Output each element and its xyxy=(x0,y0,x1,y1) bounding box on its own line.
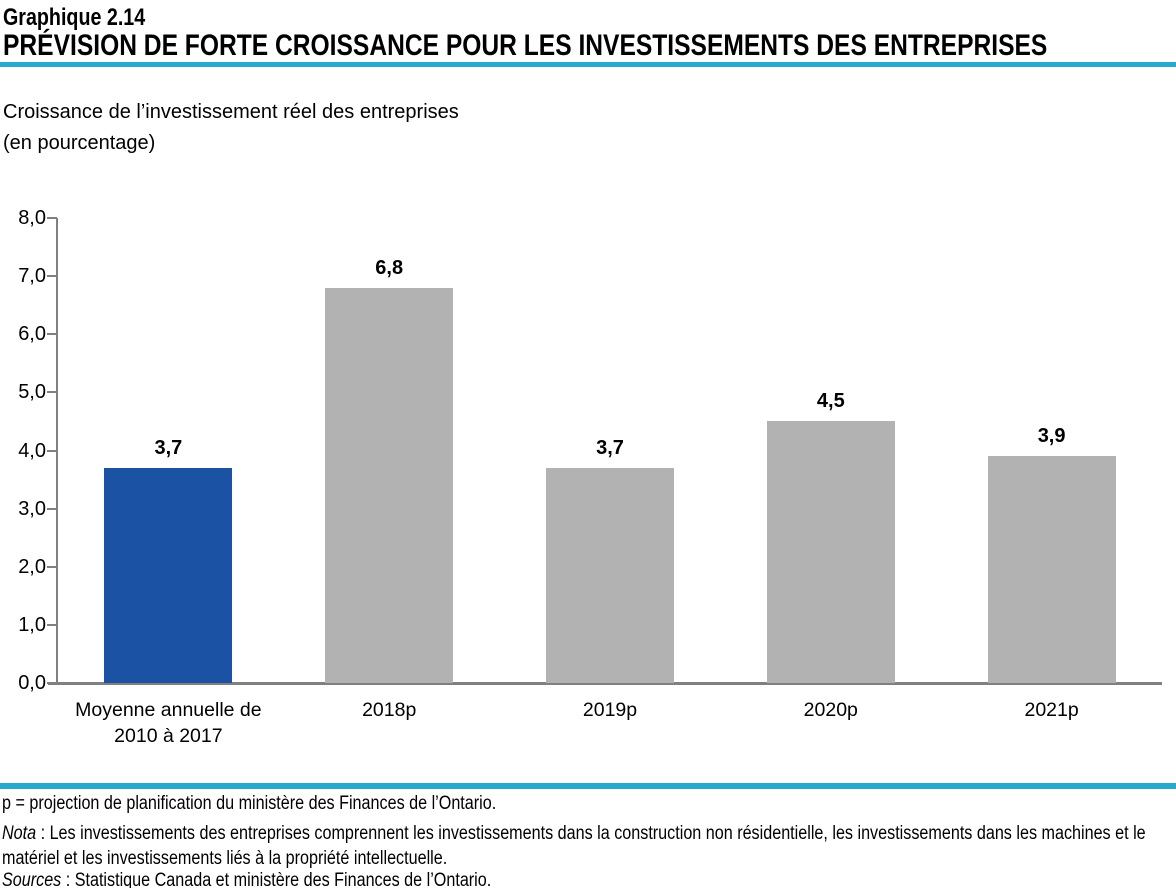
y-axis-tick xyxy=(47,333,57,336)
chart-bar xyxy=(104,468,233,683)
y-axis-tick-label: 4,0 xyxy=(18,439,46,462)
y-axis-line xyxy=(56,218,58,683)
y-axis-tick-label: 5,0 xyxy=(18,381,46,404)
y-axis-tick xyxy=(47,449,57,452)
figure-title: PRÉVISION DE FORTE CROISSANCE POUR LES I… xyxy=(3,30,1176,62)
y-axis-tick xyxy=(47,682,57,684)
y-axis-tick xyxy=(47,391,57,394)
footer-divider-rule xyxy=(0,783,1176,789)
x-axis-category-label: Moyenne annuelle de 2010 à 2017 xyxy=(75,699,262,747)
y-axis-tick-label: 7,0 xyxy=(18,265,46,288)
chart-bar xyxy=(546,468,674,683)
y-axis-tick-label: 1,0 xyxy=(18,613,46,636)
footnote-sources-label: Sources xyxy=(2,870,62,888)
y-axis-tick xyxy=(47,217,57,219)
y-axis-tick xyxy=(47,507,57,510)
bar-value-label: 3,9 xyxy=(1037,425,1066,447)
y-axis-tick xyxy=(47,623,57,626)
bar-value-label: 4,5 xyxy=(816,390,845,412)
footnote-sources-text: : Statistique Canada et ministère des Fi… xyxy=(61,870,492,888)
x-axis-category-label: 2021p xyxy=(1024,699,1079,721)
bar-value-label: 3,7 xyxy=(154,437,183,459)
y-axis-tick-label: 0,0 xyxy=(18,672,46,694)
chart-subtitle-line2: (en pourcentage) xyxy=(3,132,156,154)
chart-plot: 8,0 7,0 6,0 5,0 4,0 3,0 2,0 1,0 0,0 3,7 Moyenne an… xyxy=(0,190,1176,775)
y-axis-tick-label: 2,0 xyxy=(18,555,46,578)
footnote-sources: Sources : Statistique Canada et ministèr… xyxy=(2,868,1176,888)
figure-title-text: PRÉVISION DE FORTE CROISSANCE POUR LES I… xyxy=(3,29,1048,62)
footnote-nota-label: Nota xyxy=(2,823,37,844)
y-axis-tick-label: 8,0 xyxy=(18,207,46,229)
chart-bar xyxy=(325,288,454,683)
y-axis-tick xyxy=(47,275,57,278)
y-axis-tick-label: 3,0 xyxy=(18,497,46,520)
title-divider-rule xyxy=(0,62,1176,67)
y-axis-tick xyxy=(47,565,57,568)
x-axis-category-label: 2020p xyxy=(803,699,858,721)
footnote-nota-text: : Les investissements des entreprises co… xyxy=(2,823,1146,869)
chart-subtitle-line1: Croissance de l’investissement réel des … xyxy=(3,101,459,123)
x-axis-category-label: 2018p xyxy=(362,699,417,721)
bar-value-label: 3,7 xyxy=(596,437,624,459)
footnote-projection: p = projection de planification du minis… xyxy=(2,793,497,814)
x-axis-line xyxy=(48,682,1162,685)
figure-number-text: Graphique 2.14 xyxy=(3,4,146,31)
y-axis-tick-label: 6,0 xyxy=(18,323,46,346)
x-axis-category-label: 2019p xyxy=(582,699,638,721)
bar-value-label: 6,8 xyxy=(375,257,404,279)
figure-number: Graphique 2.14 xyxy=(3,4,176,32)
chart-bar xyxy=(987,456,1116,683)
chart-bar xyxy=(766,421,895,683)
footnote-nota: Nota : Les investissements des entrepris… xyxy=(2,821,1176,871)
